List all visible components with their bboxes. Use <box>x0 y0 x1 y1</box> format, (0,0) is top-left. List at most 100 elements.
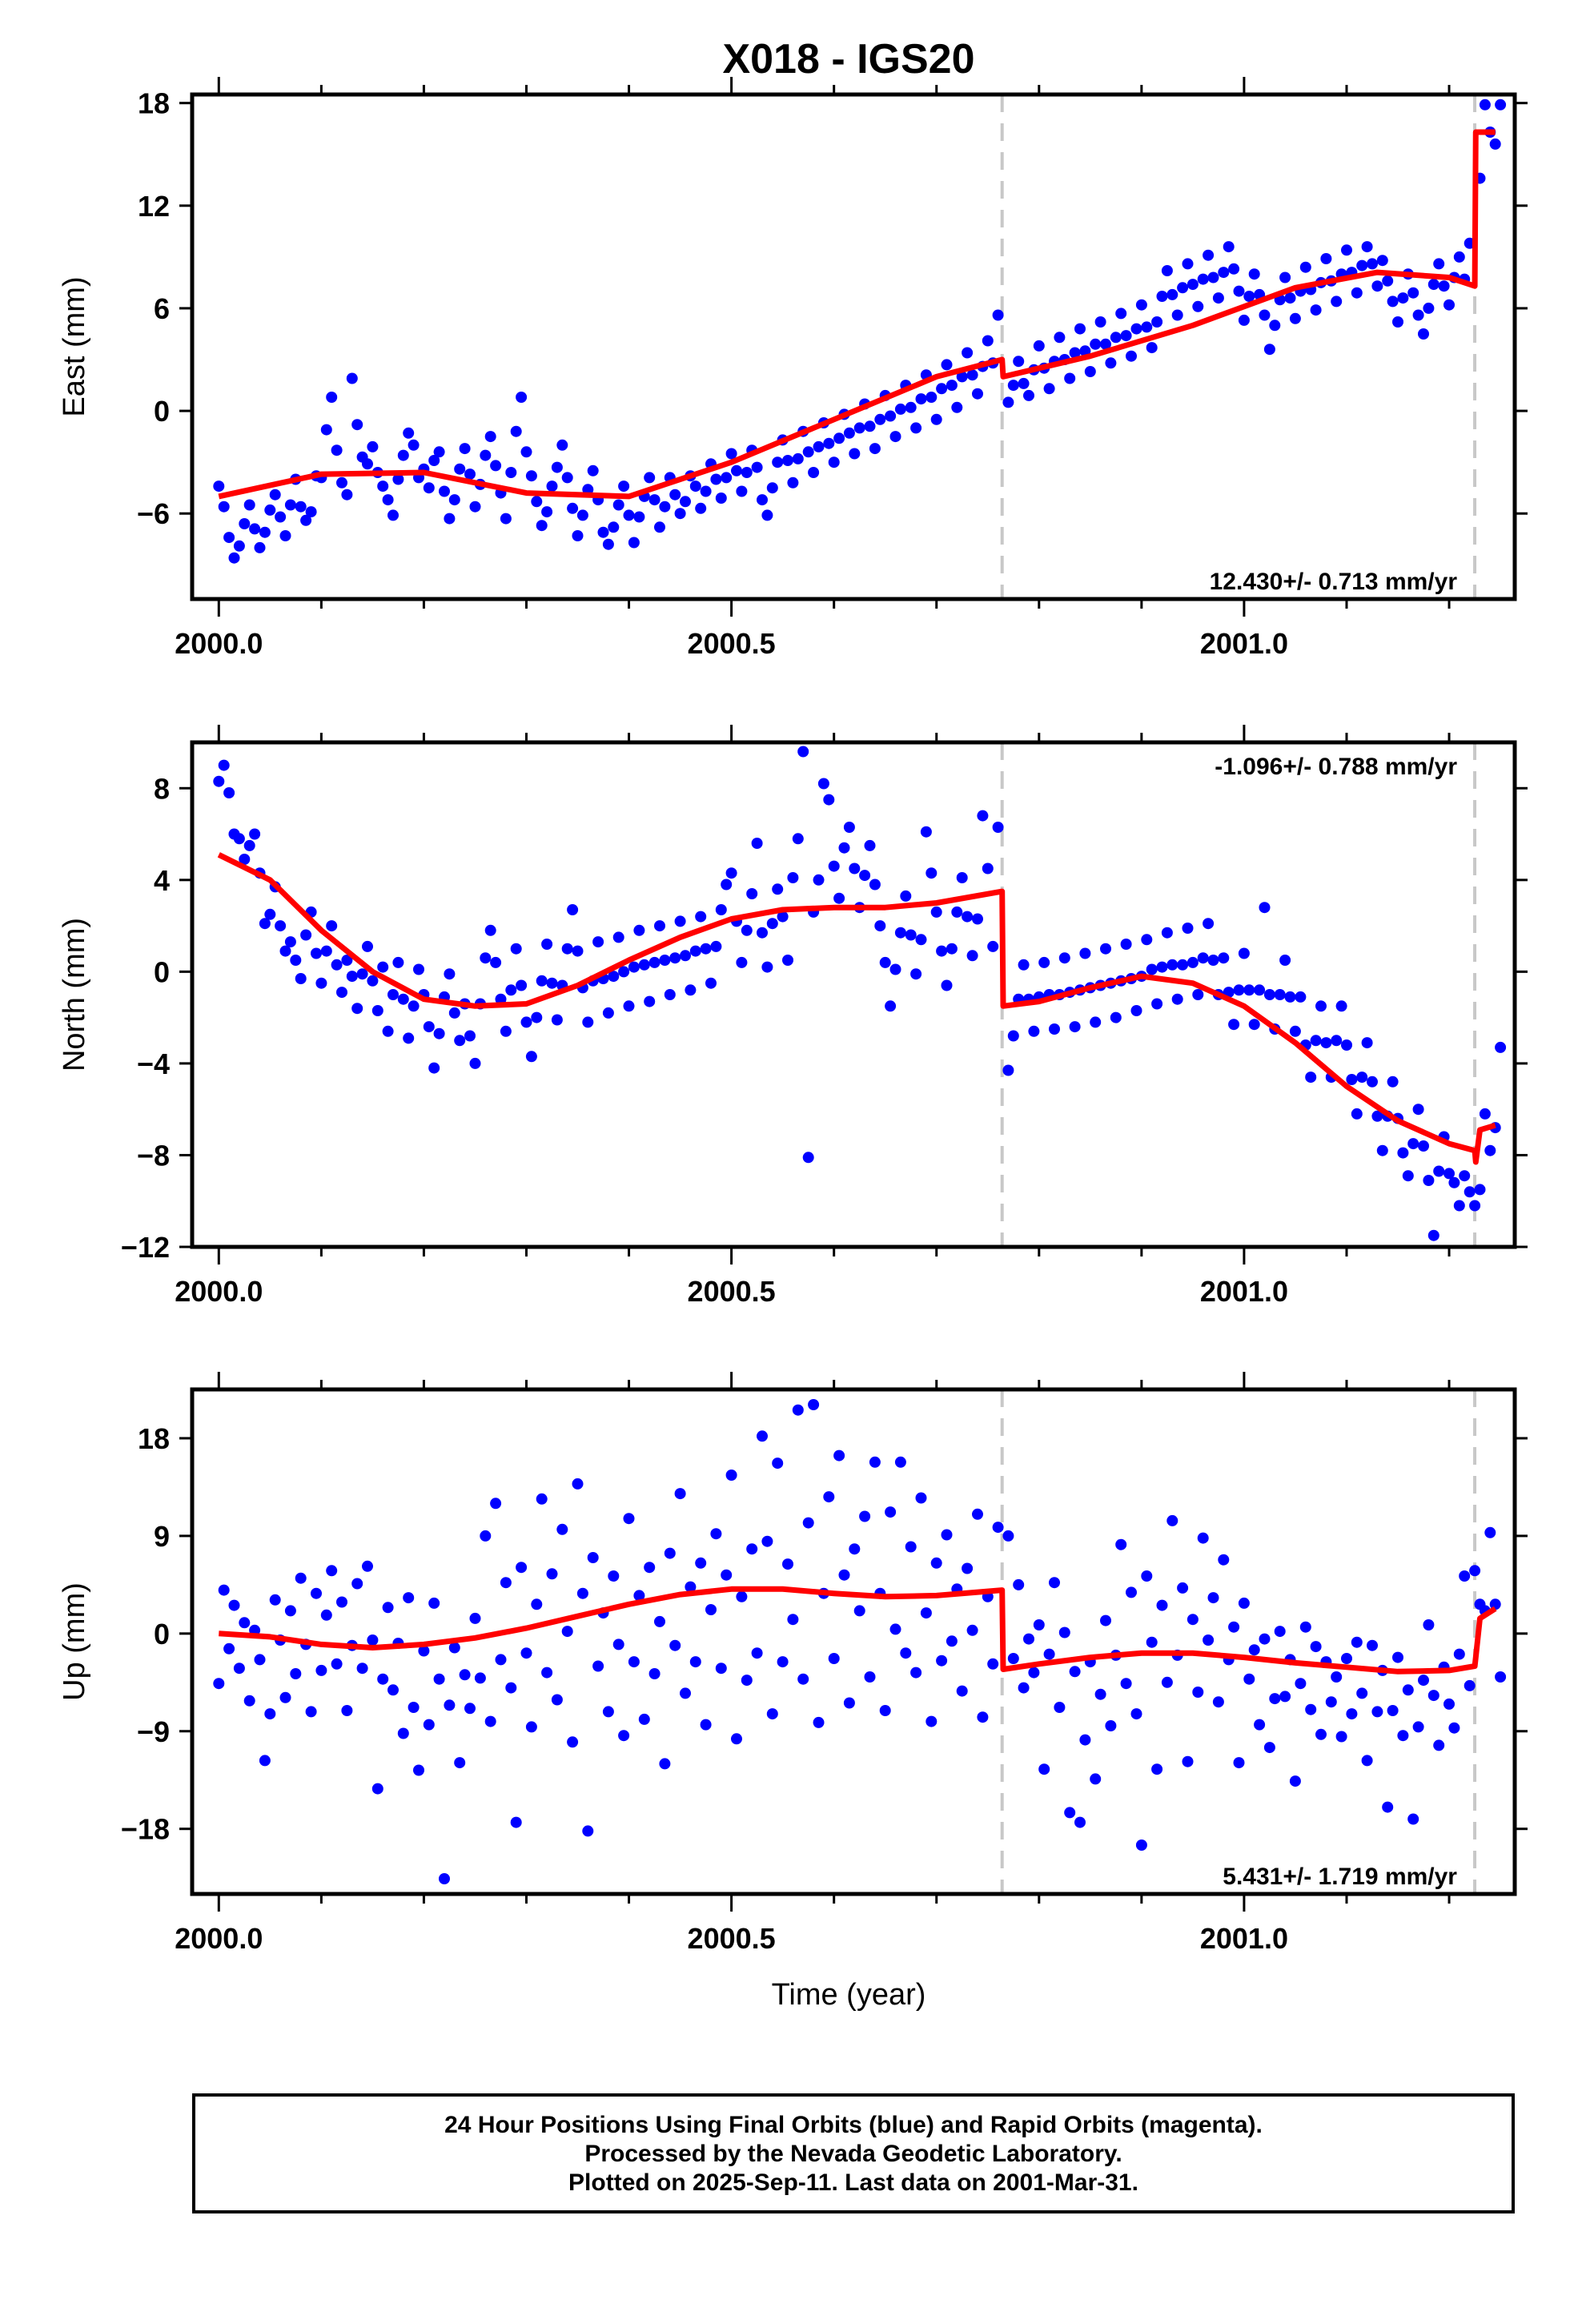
north-data-point <box>633 924 645 936</box>
north-data-point <box>387 989 399 1000</box>
up-model-line <box>219 1586 1497 1675</box>
north-panel: −12 −8 −4 0 4 8 2000.0 2000.5 2001.0 North (mm) -1… <box>58 725 1528 1308</box>
north-y-tick-label: 8 <box>154 772 170 805</box>
up-y-tick-label: 0 <box>154 1618 170 1651</box>
east-data-point <box>1433 258 1445 270</box>
east-data-point <box>1084 366 1096 377</box>
north-data-point <box>392 956 404 968</box>
north-data-point <box>1203 918 1215 930</box>
up-data-point <box>403 1592 415 1604</box>
north-data-point <box>1346 1074 1358 1085</box>
north-data-point <box>397 993 409 1005</box>
up-data-point <box>1464 1679 1476 1691</box>
north-data-point <box>1469 1200 1481 1212</box>
north-data-point <box>910 968 922 980</box>
up-data-point <box>1263 1742 1275 1754</box>
east-data-point <box>941 359 953 371</box>
up-data-point <box>572 1478 584 1490</box>
north-y-tick-label: −8 <box>137 1139 170 1172</box>
up-data-point <box>797 1673 809 1685</box>
north-data-point <box>715 904 727 915</box>
up-data-point <box>685 1581 697 1593</box>
north-data-point <box>1243 984 1255 996</box>
up-data-point <box>464 1703 476 1715</box>
up-data-point <box>1156 1599 1168 1611</box>
up-data-point <box>397 1727 409 1739</box>
north-data-point <box>1207 955 1219 966</box>
up-data-point <box>1233 1757 1245 1769</box>
up-data-point <box>633 1590 645 1602</box>
up-data-point <box>1203 1634 1215 1646</box>
north-data-point <box>757 927 768 939</box>
up-data-point <box>336 1596 347 1608</box>
north-data-point <box>249 828 261 840</box>
east-data-point <box>572 530 584 541</box>
north-data-point <box>659 955 671 966</box>
east-data-point <box>633 511 645 523</box>
north-data-point <box>669 952 681 964</box>
up-data-point <box>823 1491 835 1503</box>
up-data-point <box>1218 1554 1230 1566</box>
north-data-point <box>1295 991 1307 1003</box>
north-data-point <box>982 862 994 875</box>
east-data-point <box>782 455 793 466</box>
up-data-point <box>474 1672 486 1684</box>
east-data-point <box>556 439 568 451</box>
north-data-point <box>423 1021 435 1033</box>
east-data-point <box>1186 279 1199 291</box>
east-data-point <box>1438 280 1450 292</box>
north-data-point <box>1351 1108 1363 1120</box>
north-data-point <box>1038 956 1050 968</box>
up-data-point <box>1305 1703 1317 1715</box>
up-x-tick-label: 2000.5 <box>688 1922 776 1955</box>
up-data-point <box>772 1458 784 1470</box>
north-points <box>213 746 1507 1241</box>
up-data-point <box>715 1663 727 1675</box>
north-data-point <box>802 1152 814 1164</box>
up-data-point <box>1135 1839 1147 1851</box>
north-data-point <box>1464 1186 1476 1198</box>
east-data-point <box>228 552 240 564</box>
chart-title: X018 - IGS20 <box>722 36 975 82</box>
east-data-point <box>484 431 496 443</box>
up-data-point <box>802 1517 814 1529</box>
north-data-point <box>454 1035 466 1047</box>
east-data-point <box>1331 296 1343 308</box>
up-data-point <box>1212 1696 1224 1708</box>
east-data-point <box>367 440 379 452</box>
up-data-point <box>459 1669 471 1681</box>
north-data-point <box>484 924 496 936</box>
north-data-point <box>259 918 271 930</box>
east-data-point <box>1161 265 1173 276</box>
up-data-point <box>510 1816 522 1828</box>
east-data-point <box>1382 275 1394 287</box>
up-data-point <box>1049 1577 1060 1589</box>
up-data-point <box>885 1506 897 1518</box>
east-data-point <box>915 393 927 405</box>
up-data-point <box>1299 1621 1311 1633</box>
up-data-point <box>664 1547 676 1559</box>
east-data-point <box>525 470 537 482</box>
north-data-point <box>448 1007 460 1019</box>
up-data-point <box>1090 1773 1102 1785</box>
up-data-point <box>484 1715 496 1727</box>
east-x-tick-label: 2000.5 <box>688 627 776 660</box>
north-data-point <box>700 943 712 955</box>
north-x-tick-label: 2000.0 <box>175 1275 263 1308</box>
north-data-point <box>977 810 989 822</box>
up-data-point <box>546 1568 558 1580</box>
north-data-point <box>469 1057 481 1069</box>
east-data-point <box>648 494 661 506</box>
north-data-point <box>315 977 327 989</box>
north-data-point <box>1423 1175 1435 1186</box>
footer-line-2: Processed by the Nevada Geodetic Laborat… <box>584 2141 1122 2167</box>
east-data-point <box>1299 261 1311 273</box>
east-data-point <box>741 467 753 478</box>
up-rate-label: 5.431+/- 1.719 mm/yr <box>1223 1864 1457 1890</box>
north-data-point <box>1146 963 1158 975</box>
up-data-point <box>541 1667 553 1679</box>
up-data-point <box>787 1614 799 1626</box>
north-data-point <box>1367 1076 1378 1088</box>
north-data-point <box>572 945 584 957</box>
east-data-point <box>423 482 435 494</box>
